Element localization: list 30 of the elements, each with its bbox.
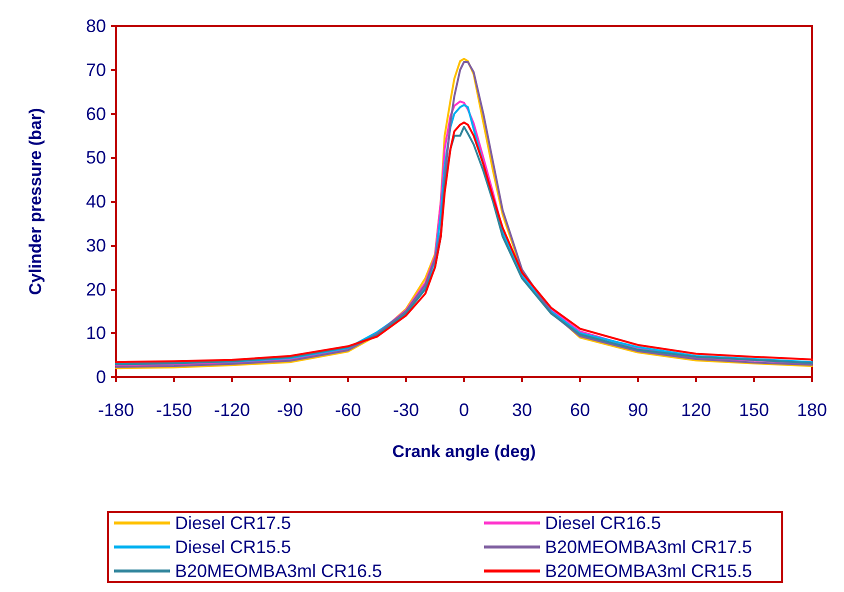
y-tick-label: 70 (86, 60, 106, 80)
x-tick-label: -150 (156, 400, 192, 420)
y-tick-label: 80 (86, 16, 106, 36)
y-tick-label: 50 (86, 148, 106, 168)
y-tick-label: 20 (86, 279, 106, 300)
x-tick-label: -60 (334, 400, 362, 420)
x-tick-label: 120 (680, 400, 712, 420)
legend-label: Diesel CR17.5 (175, 513, 292, 533)
legend-label: Diesel CR16.5 (545, 513, 662, 533)
legend-label: Diesel CR15.5 (175, 537, 292, 557)
y-tick-label: 30 (86, 235, 106, 256)
y-axis-title: Cylinder pressure (bar) (26, 108, 45, 296)
x-tick-label: -180 (98, 400, 134, 420)
x-tick-label: -30 (392, 400, 420, 420)
y-tick-label: 0 (96, 367, 106, 387)
x-tick-label: 0 (458, 400, 470, 420)
legend-label: B20MEOMBA3ml CR15.5 (545, 561, 752, 581)
x-tick-label: 30 (512, 400, 532, 420)
x-tick-label: 60 (570, 400, 590, 420)
x-axis-title: Crank angle (deg) (392, 442, 536, 461)
x-tick-label: -120 (214, 400, 250, 420)
y-tick-label: 10 (86, 323, 106, 344)
y-tick-label: 60 (86, 104, 106, 124)
x-tick-label: 90 (628, 400, 648, 420)
x-tick-label: -90 (276, 400, 304, 420)
x-tick-label: 150 (738, 400, 770, 420)
legend-label: B20MEOMBA3ml CR16.5 (175, 561, 382, 581)
y-tick-label: 40 (86, 192, 106, 212)
x-tick-label: 180 (796, 400, 828, 420)
legend-label: B20MEOMBA3ml CR17.5 (545, 537, 752, 557)
